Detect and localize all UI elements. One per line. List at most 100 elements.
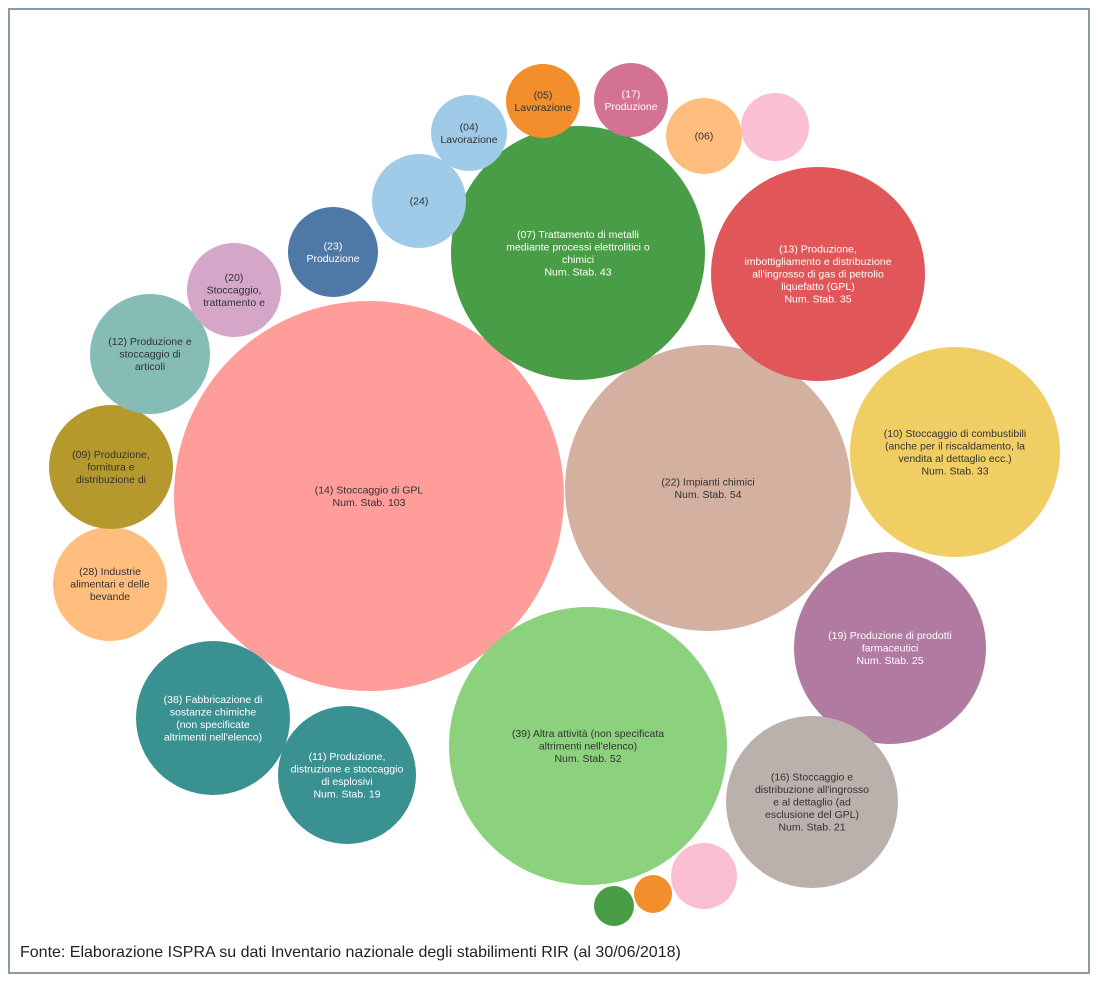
bubble-label: Num. Stab. 54 [674,489,741,501]
bubble-label: Num. Stab. 19 [313,788,380,800]
bubble-label: (16) Stoccaggio e [771,772,853,784]
bubble-circle[interactable] [666,98,742,174]
bubble-label: (20) [225,272,244,284]
bubble-circle[interactable] [431,95,507,171]
bubble-label: Num. Stab. 25 [856,655,923,667]
bubble-label: (24) [410,196,429,208]
bubble-label: (19) Produzione di prodotti [828,630,952,642]
bubble-label: Num. Stab. 33 [921,465,988,477]
bubble-circle[interactable] [49,405,173,529]
bubble-label: (14) Stoccaggio di GPL [315,484,424,496]
bubble-label: (05) [534,89,553,101]
bubble[interactable]: (24) [372,154,466,248]
bubble-circle[interactable] [449,607,727,885]
bubble-label: (10) Stoccaggio di combustibili [884,428,1026,440]
bubble-label: articoli [135,361,165,373]
bubble-label: Lavorazione [440,134,497,146]
bubble-label: (13) Produzione, [779,244,857,256]
bubble-circle[interactable] [174,301,564,691]
bubble-circle[interactable] [187,243,281,337]
bubble[interactable]: (20)Stoccaggio,trattamento e [187,243,281,337]
bubble-label: Num. Stab. 43 [544,266,611,278]
bubble-label: trattamento e [203,297,265,309]
bubble-circle[interactable] [671,843,737,909]
bubble[interactable]: (17)Produzione [594,63,668,137]
bubble-label: (07) Trattamento di metalli [517,229,639,241]
bubble-label: (06) [695,131,714,143]
bubble-label: (39) Altra attività (non specificata [512,728,664,740]
bubble[interactable]: (23)Produzione [288,207,378,297]
bubble-circle[interactable] [634,875,672,913]
bubble[interactable]: (10) Stoccaggio di combustibili(anche pe… [850,347,1060,557]
bubble-label: (28) Industrie [79,566,141,578]
bubble-label: fornitura e [87,462,134,474]
bubble-label: all'ingrosso di gas di petrolio [752,269,884,281]
bubble-label: Num. Stab. 103 [333,497,406,509]
bubble-label: Produzione [604,101,657,113]
bubble-label: (23) [324,240,343,252]
bubble-label: mediante processi elettrolitici o [506,241,650,253]
bubble[interactable]: (04)Lavorazione [431,95,507,171]
bubble[interactable]: (05)Lavorazione [506,64,580,138]
bubble[interactable]: (13) Produzione,imbottigliamento e distr… [711,167,925,381]
bubble[interactable] [634,875,672,913]
bubble[interactable]: (11) Produzione,distruzione e stoccaggio… [278,706,416,844]
bubble-label: Num. Stab. 35 [784,294,851,306]
bubble-label: distribuzione di [76,474,146,486]
bubble-label: (anche per il riscaldamento, la [885,440,1025,452]
bubble-label: farmaceutici [862,643,919,655]
bubble-label: Num. Stab. 52 [554,753,621,765]
bubble-circle[interactable] [565,345,851,631]
bubble-circle[interactable] [90,294,210,414]
bubble-label: vendita al dettaglio ecc.) [898,453,1011,465]
bubble-circle[interactable] [711,167,925,381]
bubble-label: altrimenti nell'elenco) [164,731,262,743]
bubble-circle[interactable] [372,154,466,248]
bubble-circle[interactable] [53,527,167,641]
bubble[interactable] [594,886,634,926]
bubble[interactable]: (06) [666,98,742,174]
bubble-circle[interactable] [506,64,580,138]
bubble-circle[interactable] [794,552,986,744]
bubble-circle[interactable] [850,347,1060,557]
bubble-label: bevande [90,591,130,603]
bubble-label: Lavorazione [514,102,571,114]
bubble-label: (12) Produzione e [108,336,192,348]
bubble-circle[interactable] [741,93,809,161]
bubble-label: distruzione e stoccaggio [291,763,404,775]
bubble-label: chimici [562,254,594,266]
bubble[interactable]: (19) Produzione di prodottifarmaceuticiN… [794,552,986,744]
bubble-label: sostanze chimiche [170,706,257,718]
bubble-label: (09) Produzione, [72,449,150,461]
bubble[interactable]: (09) Produzione,fornitura edistribuzione… [49,405,173,529]
bubble-circle[interactable] [278,706,416,844]
bubble-circle[interactable] [594,886,634,926]
bubble-label: (11) Produzione, [309,751,386,763]
source-note: Fonte: Elaborazione ISPRA su dati Invent… [20,944,681,961]
bubble[interactable]: (39) Altra attività (non specificataaltr… [449,607,727,885]
bubble-circle[interactable] [726,716,898,888]
bubble-label: stoccaggio di [119,349,180,361]
bubble-circle[interactable] [288,207,378,297]
bubble-label: alimentari e delle [70,579,150,591]
bubble-label: Num. Stab. 21 [778,822,845,834]
bubble-label: esclusione del GPL) [765,809,859,821]
bubble-circle[interactable] [594,63,668,137]
bubble-label: e al dettaglio (ad [773,797,851,809]
bubble[interactable] [741,93,809,161]
bubble-label: imbottigliamento e distribuzione [744,256,891,268]
bubble-circle[interactable] [451,126,705,380]
bubble-label: altrimenti nell'elenco) [539,741,637,753]
bubble-label: liquefatto (GPL) [781,281,855,293]
bubble[interactable] [671,843,737,909]
bubble-circle[interactable] [136,641,290,795]
bubble-label: Produzione [306,253,359,265]
